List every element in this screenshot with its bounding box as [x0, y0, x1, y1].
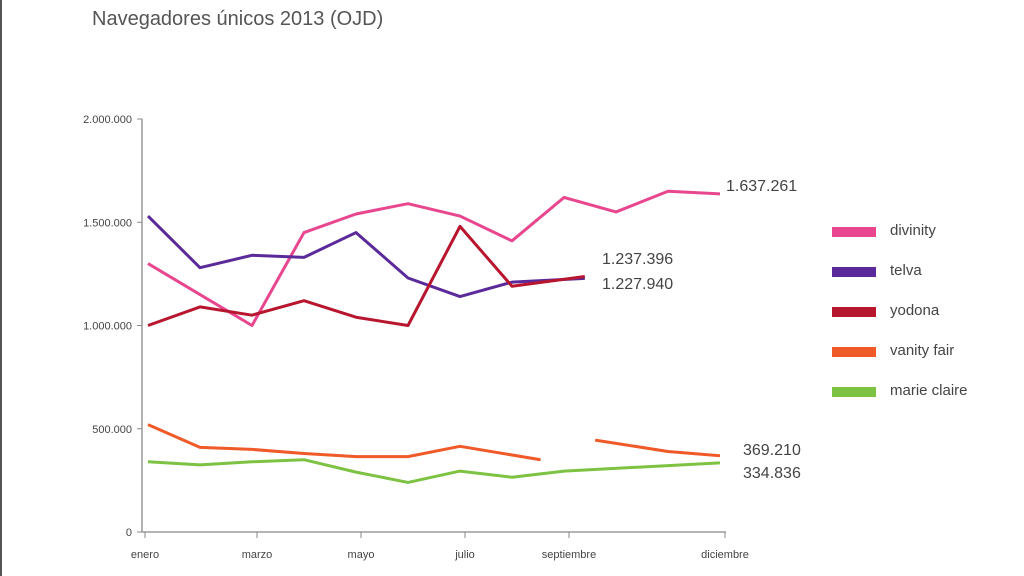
legend-label: marie claire — [890, 382, 968, 399]
y-tick-label: 1.000.000 — [83, 321, 132, 333]
chart-title: Navegadores únicos 2013 (OJD) — [92, 8, 384, 30]
series-line-vanity-fair — [594, 438, 721, 458]
legend-label: vanity fair — [890, 342, 955, 359]
end-value-label-vanity-fair: 369.210 — [743, 442, 801, 459]
x-tick-label: diciembre — [701, 549, 749, 561]
left-border — [0, 0, 2, 576]
series-line-marie-claire — [147, 458, 721, 484]
legend-item-marie-claire: marie claire — [832, 382, 1002, 402]
legend-swatch — [832, 227, 876, 237]
x-tick-label: julio — [454, 549, 475, 561]
end-value-label-divinity: 1.637.261 — [726, 178, 797, 195]
x-tick-label: marzo — [242, 549, 273, 561]
legend-swatch — [832, 267, 876, 277]
legend-swatch — [832, 387, 876, 397]
legend-item-telva: telva — [832, 262, 1002, 282]
end-value-label-telva: 1.227.940 — [602, 276, 673, 293]
x-tick-label: septiembre — [542, 549, 596, 561]
y-tick-label: 0 — [126, 527, 132, 539]
legend-item-yodona: yodona — [832, 302, 1002, 322]
legend-label: telva — [890, 262, 922, 279]
end-value-label-marie-claire: 334.836 — [743, 465, 801, 482]
y-tick-label: 1.500.000 — [83, 217, 132, 229]
legend-item-divinity: divinity — [832, 222, 1002, 242]
y-tick-label: 2.000.000 — [83, 114, 132, 126]
legend-swatch — [832, 307, 876, 317]
series-line-vanity-fair — [147, 423, 541, 462]
x-tick-label: mayo — [348, 549, 375, 561]
legend-item-vanity-fair: vanity fair — [832, 342, 1002, 362]
y-tick-label: 500.000 — [92, 424, 132, 436]
x-tick-label: enero — [131, 549, 159, 561]
legend-label: divinity — [890, 222, 936, 239]
legend-swatch — [832, 347, 876, 357]
end-value-label-yodona: 1.237.396 — [602, 251, 673, 268]
legend-label: yodona — [890, 302, 940, 319]
series-line-divinity — [147, 189, 721, 327]
